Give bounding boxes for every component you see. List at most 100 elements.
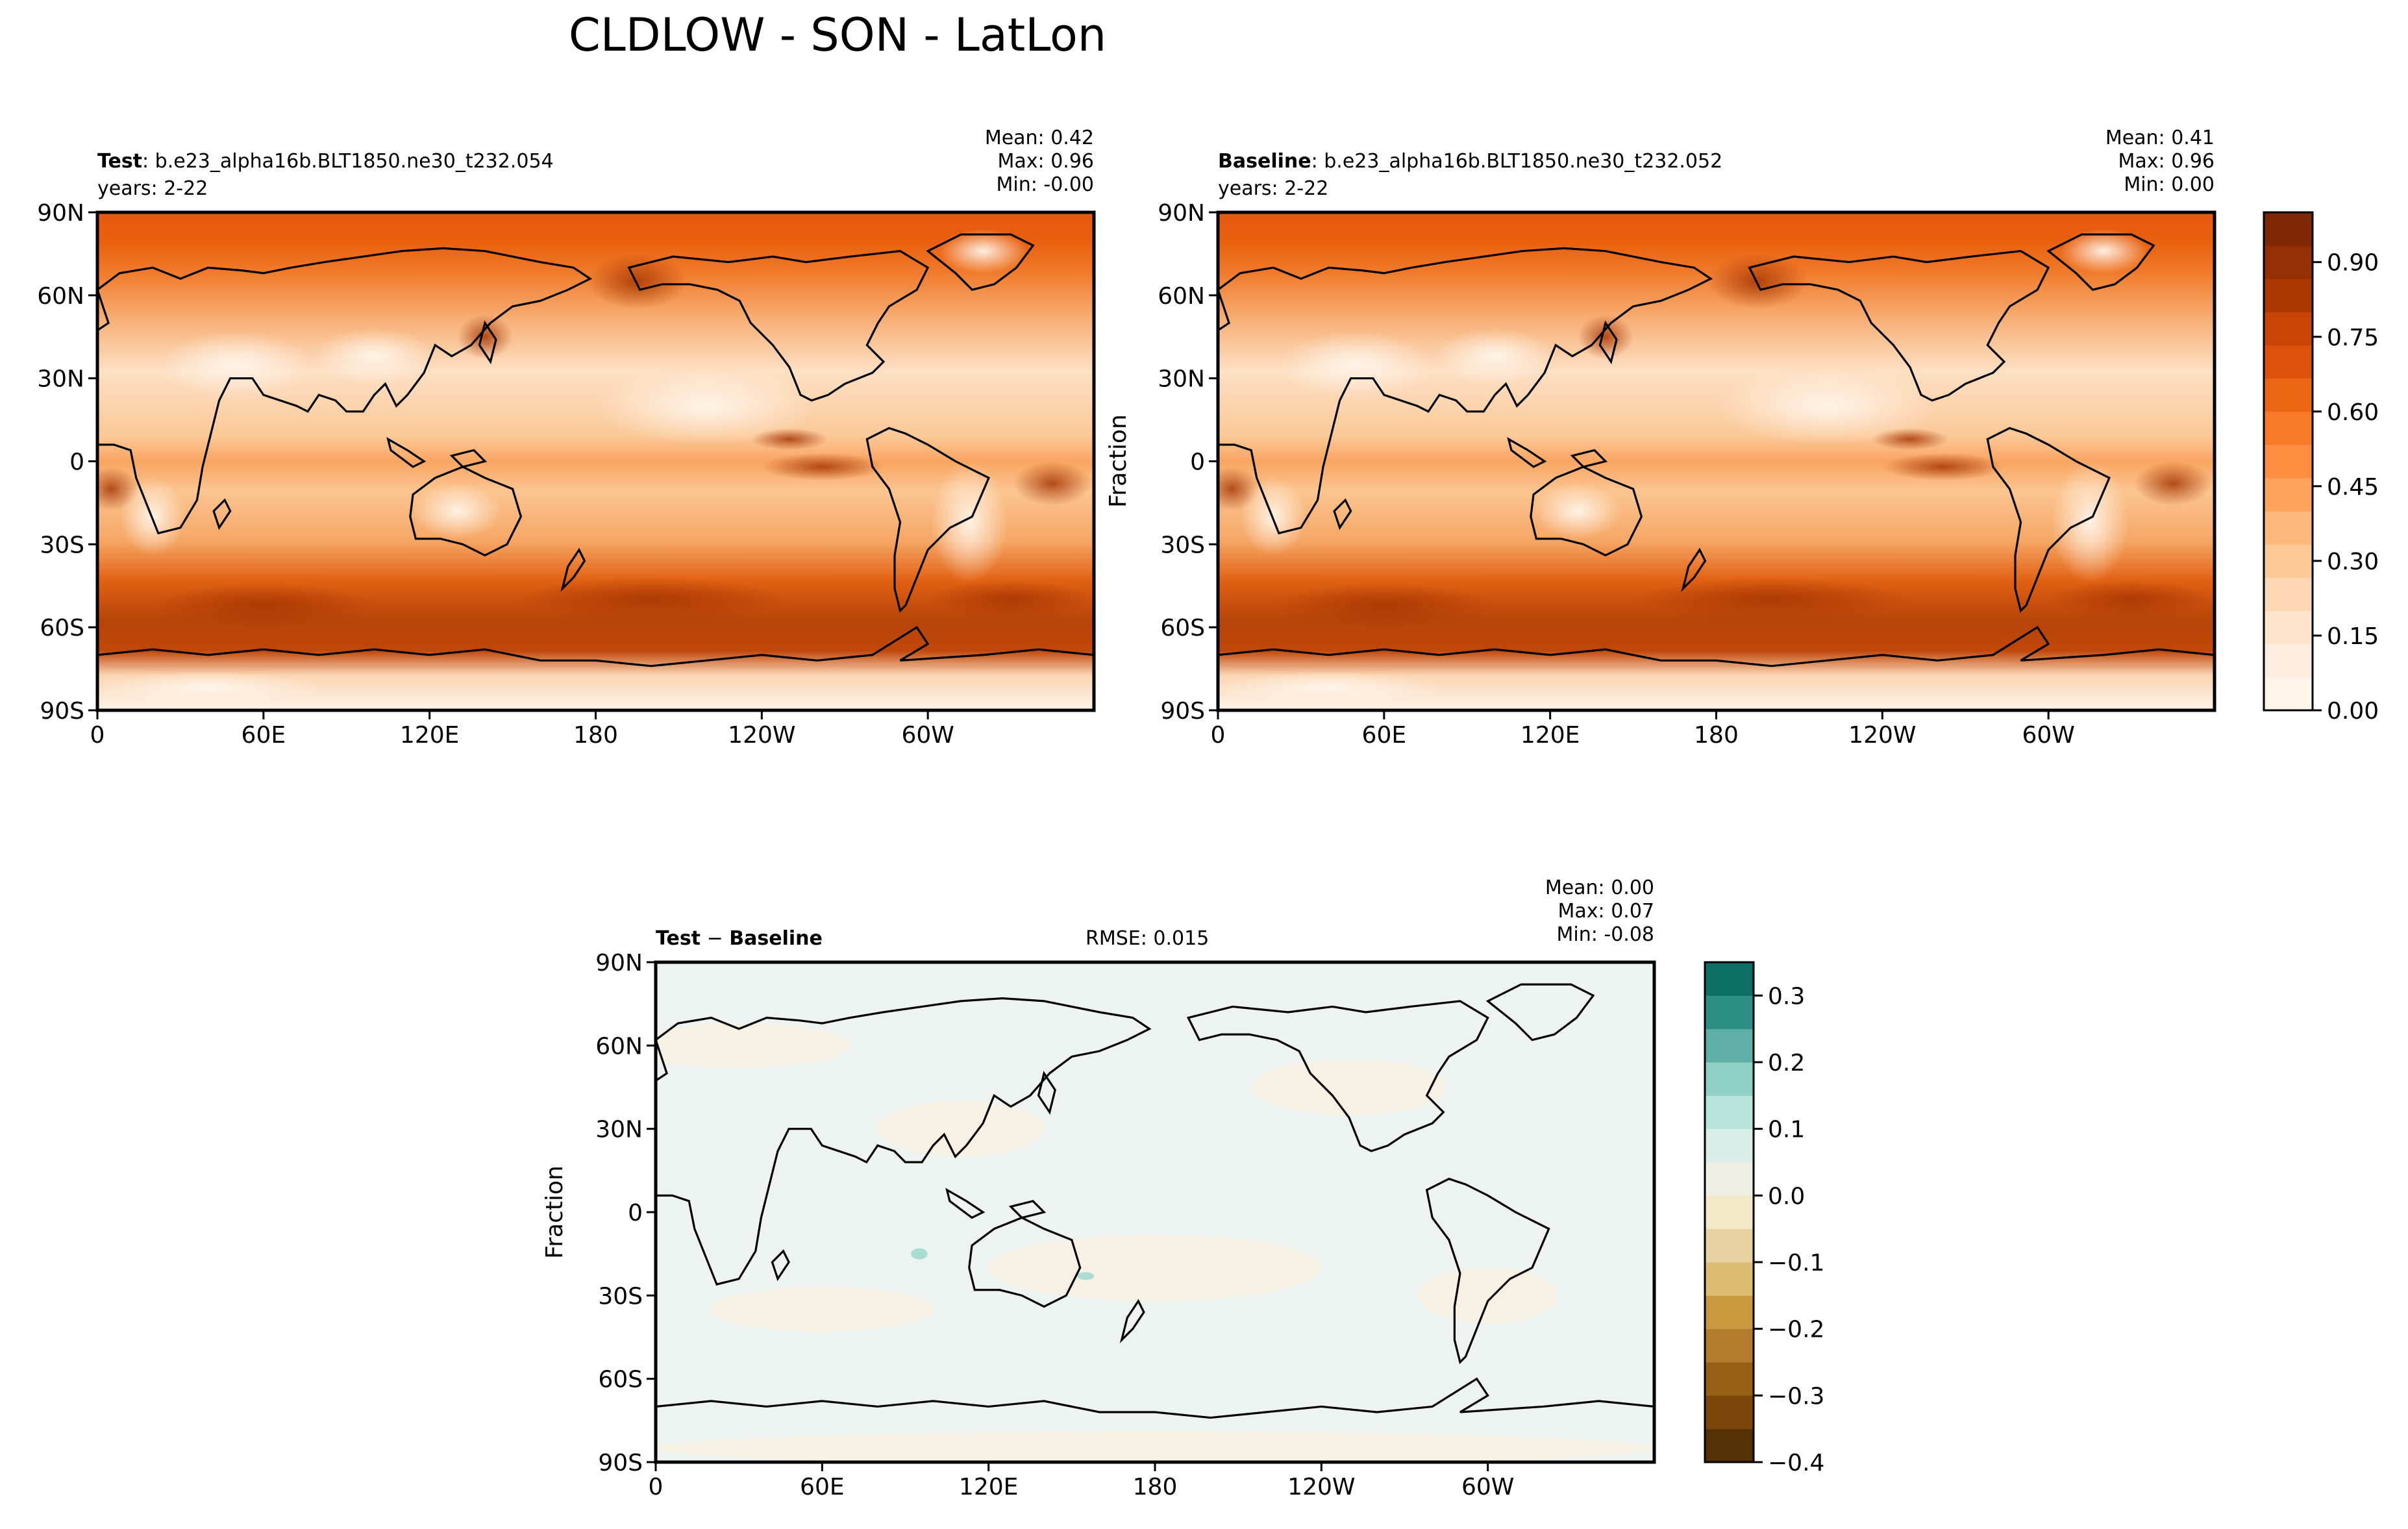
x-tick-label: 60E <box>242 722 286 749</box>
y-tick-label: 90S <box>40 698 84 725</box>
x-tick-label: 60W <box>1461 1474 1514 1500</box>
field-feature <box>711 1287 934 1332</box>
field-feature <box>457 314 513 359</box>
x-tick-label: 0 <box>649 1474 664 1500</box>
difference-panel: Mean: 0.00 Max: 0.07 Min: -0.08 Test − B… <box>541 876 1824 1500</box>
colorbar-tick-label: 0.2 <box>1768 1050 1805 1076</box>
field-feature <box>1633 577 1910 622</box>
colorbar-band <box>1705 1395 1754 1430</box>
y-tick-label: 60N <box>595 1033 643 1060</box>
field-feature <box>656 1023 850 1068</box>
baseline-stat-max: Max: 0.96 <box>2118 150 2215 173</box>
x-tick-label: 0 <box>90 722 105 749</box>
baseline-stat-min: Min: 0.00 <box>2124 173 2215 196</box>
colorbar-band <box>1705 995 1754 1030</box>
y-tick-label: 60N <box>37 283 84 310</box>
field-feature <box>656 1431 1654 1462</box>
diff-label-test: Test <box>656 927 701 950</box>
colorbar-tick-label: −0.1 <box>1768 1250 1824 1276</box>
colorbar-band <box>2264 279 2313 312</box>
colorbar-band <box>2264 444 2313 479</box>
x-tick-label: 60W <box>901 722 954 749</box>
diff-stat-mean: Mean: 0.00 <box>1545 876 1654 899</box>
field-feature <box>595 367 817 445</box>
colorbar-band <box>2264 212 2313 246</box>
colorbar-tick-label: 0.45 <box>2327 474 2379 501</box>
test-label: Test: b.e23_alpha16b.BLT1850.ne30_t232.0… <box>97 150 554 173</box>
diverging-colorbar-bands <box>1705 962 1754 1463</box>
colorbar-band <box>2264 312 2313 346</box>
x-tick-label: 180 <box>1133 1474 1178 1500</box>
colorbar-band <box>1705 1362 1754 1396</box>
y-tick-label: 30N <box>1158 366 1205 393</box>
test-stat-mean: Mean: 0.42 <box>985 127 1094 149</box>
colorbar-band <box>2264 411 2313 445</box>
field-feature <box>2051 461 2129 583</box>
y-tick-label: 60S <box>1160 615 1205 641</box>
y-tick-label: 90S <box>1160 698 1205 725</box>
test-label-bold: Test <box>97 150 142 173</box>
y-tick-label: 60S <box>598 1367 643 1393</box>
diverging-colorbar: 0.3 0.2 0.1 0.0 −0.1 −0.2 −0.3 −0.4 <box>1704 961 1824 1476</box>
y-tick-label: 30N <box>595 1117 643 1143</box>
x-tick-label: 180 <box>573 722 618 749</box>
diff-stat-min: Min: -0.08 <box>1557 923 1655 946</box>
colorbar-band <box>2264 478 2313 512</box>
colorbar-band <box>1705 1095 1754 1130</box>
field-feature <box>2134 461 2212 506</box>
baseline-panel: Mean: 0.41 Max: 0.96 Min: 0.00 Baseline:… <box>1105 127 2379 749</box>
baseline-field-features <box>1218 229 2215 705</box>
diff-label-baseline: Baseline <box>729 927 823 950</box>
colorbar-band <box>1705 1062 1754 1096</box>
y-tick-label: 30S <box>1160 532 1205 558</box>
test-panel: Mean: 0.42 Max: 0.96 Min: -0.00 Test: b.… <box>37 127 1096 749</box>
baseline-label-bold: Baseline <box>1218 150 1311 173</box>
y-tick-label: 60S <box>40 615 84 641</box>
field-feature <box>1273 582 1495 628</box>
sequential-colorbar-bands <box>2264 212 2313 711</box>
y-tick-label: 0 <box>69 449 84 476</box>
diff-axes: 0 60E 120E 180 120W 60W 90N 60N 30N 0 30S 60S 90S <box>595 950 1514 1500</box>
test-label-case: : b.e23_alpha16b.BLT1850.ne30_t232.054 <box>142 150 554 173</box>
y-tick-label: 90S <box>598 1450 643 1476</box>
colorbar-tick-label: 0.75 <box>2327 325 2379 351</box>
field-feature <box>313 328 436 384</box>
colorbar-tick-label: 0.0 <box>1768 1183 1805 1210</box>
field-feature <box>928 580 1094 619</box>
colorbar-band <box>1705 1028 1754 1063</box>
x-tick-label: 60E <box>800 1474 845 1500</box>
y-tick-label: 90N <box>1158 200 1205 227</box>
diverging-colorbar-ticks: 0.3 0.2 0.1 0.0 −0.1 −0.2 −0.3 −0.4 <box>1754 983 1824 1476</box>
test-map <box>97 212 1094 710</box>
field-feature <box>1716 367 1938 445</box>
test-field-features <box>97 229 1094 705</box>
test-stat-max: Max: 0.96 <box>998 150 1094 173</box>
colorbar-tick-label: −0.3 <box>1768 1383 1824 1410</box>
field-feature <box>512 577 789 622</box>
colorbar-band <box>1705 1295 1754 1330</box>
field-feature <box>1578 314 1633 359</box>
field-feature <box>930 461 1008 583</box>
test-stat-min: Min: -0.00 <box>997 173 1095 196</box>
diff-label: Test − Baseline <box>656 927 823 950</box>
x-tick-label: 120W <box>728 722 795 749</box>
baseline-years: years: 2-22 <box>1218 177 1328 200</box>
field-feature <box>2048 580 2215 619</box>
x-tick-label: 60W <box>2022 722 2074 749</box>
y-tick-label: 90N <box>595 950 643 976</box>
x-tick-label: 60E <box>1362 722 1407 749</box>
colorbar-band <box>1705 1328 1754 1363</box>
y-tick-label: 90N <box>37 200 84 227</box>
colorbar-band <box>2264 245 2313 279</box>
colorbar-band <box>1705 1428 1754 1463</box>
field-feature <box>587 253 688 310</box>
sequential-colorbar: 0.90 0.75 0.60 0.45 0.30 0.15 0.00 <box>2263 211 2379 725</box>
field-feature <box>1278 331 1434 398</box>
field-feature <box>988 1234 1322 1301</box>
diff-ylabel: Fraction <box>541 1165 568 1259</box>
x-tick-label: 120E <box>959 1474 1018 1500</box>
x-tick-label: 180 <box>1694 722 1739 749</box>
colorbar-band <box>1705 1162 1754 1196</box>
diverging-colorbar-frame <box>1704 961 1755 1463</box>
